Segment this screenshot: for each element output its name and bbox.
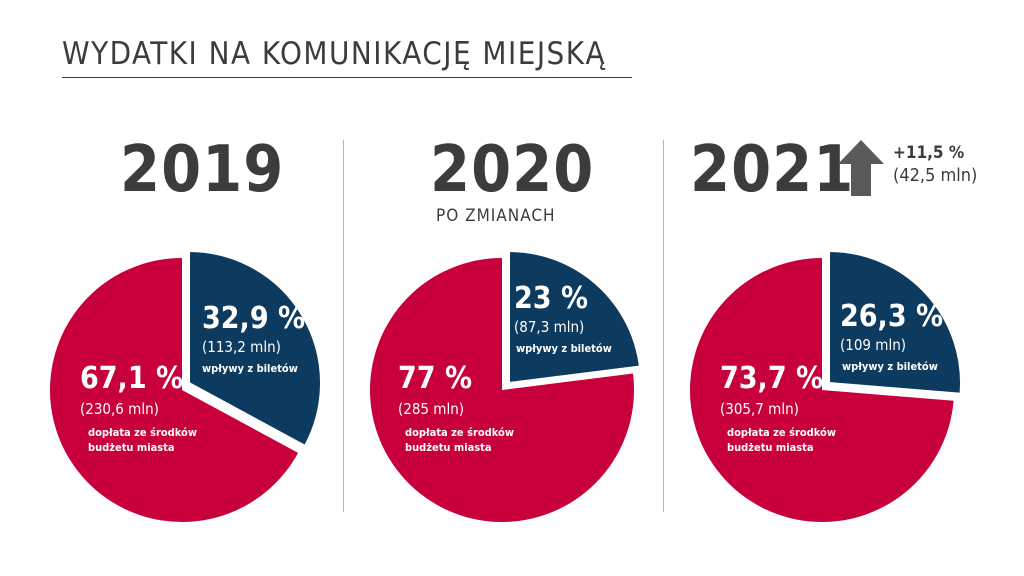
subsidy-amount-label: (305,7 mln) xyxy=(720,400,799,418)
title-underline xyxy=(62,77,632,78)
chart-title: WYDATKI NA KOMUNIKACJĘ MIEJSKĄ xyxy=(62,36,607,72)
year-2020: 2020 xyxy=(430,133,595,207)
tickets-percent-label: 26,3 % xyxy=(840,299,943,334)
tickets-percent-label: 23 % xyxy=(514,281,588,316)
change-2021: +11,5 % (42,5 mln) xyxy=(893,142,977,187)
subsidy-percent-label: 73,7 % xyxy=(720,361,823,396)
year-2021: 2021 xyxy=(690,133,855,207)
tickets-amount-label: (87,3 mln) xyxy=(514,318,584,336)
subsidy-amount-label: (285 mln) xyxy=(398,400,464,418)
subsidy-percent-label: 67,1 % xyxy=(80,361,183,396)
year-2019: 2019 xyxy=(120,133,285,207)
pie-slice-subsidy-2019 xyxy=(50,258,299,522)
pie-slice-subsidy-2021 xyxy=(690,258,954,522)
pie-slice-subsidy-2020 xyxy=(370,258,634,522)
subsidy-desc-label: dopłata ze środków xyxy=(405,426,514,439)
change-percent: +11,5 % xyxy=(893,143,965,163)
arrow-up-icon xyxy=(838,140,884,196)
subsidy-desc-label: dopłata ze środków xyxy=(88,426,197,439)
pie-slice-tickets-2019 xyxy=(188,249,322,448)
tickets-amount-label: (109 mln) xyxy=(840,336,906,354)
subsidy-desc-label: budżetu miasta xyxy=(727,441,814,454)
change-amount: (42,5 mln) xyxy=(893,165,978,187)
subsidy-desc-label: dopłata ze środków xyxy=(727,426,836,439)
tickets-amount-label: (113,2 mln) xyxy=(202,338,281,356)
pie-slice-tickets-2020 xyxy=(508,249,642,385)
divider-1 xyxy=(343,140,344,512)
subsidy-desc-label: budżetu miasta xyxy=(405,441,492,454)
divider-2 xyxy=(663,140,664,512)
tickets-desc-label: wpływy z biletów xyxy=(516,342,612,355)
pie-slice-tickets-2021 xyxy=(828,249,962,395)
subtitle-2020: PO ZMIANACH xyxy=(436,206,556,226)
tickets-desc-label: wpływy z biletów xyxy=(202,362,298,375)
subsidy-percent-label: 77 % xyxy=(398,361,472,396)
subsidy-amount-label: (230,6 mln) xyxy=(80,400,159,418)
subsidy-desc-label: budżetu miasta xyxy=(88,441,175,454)
tickets-percent-label: 32,9 % xyxy=(202,301,305,336)
tickets-desc-label: wpływy z biletów xyxy=(842,360,938,373)
